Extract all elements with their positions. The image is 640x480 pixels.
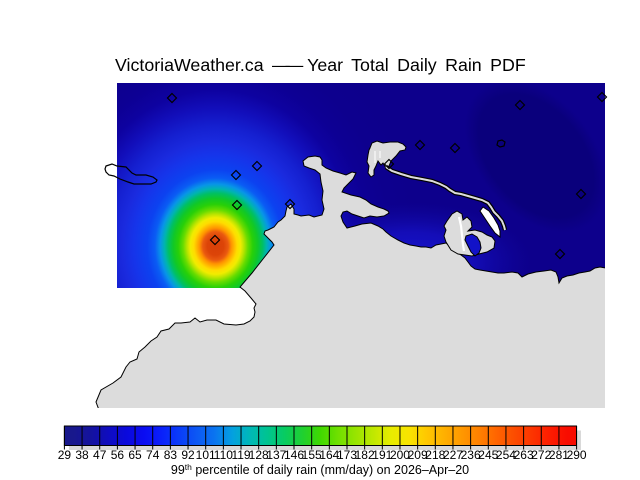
svg-text:182: 182 bbox=[355, 448, 375, 462]
svg-text:110: 110 bbox=[214, 448, 233, 462]
svg-text:101: 101 bbox=[196, 448, 216, 462]
svg-text:200: 200 bbox=[390, 448, 410, 462]
svg-text:99th percentile of daily rain: 99th percentile of daily rain (mm/day) o… bbox=[171, 462, 469, 477]
svg-text:47: 47 bbox=[93, 448, 107, 462]
svg-text:56: 56 bbox=[111, 448, 125, 462]
svg-text:227: 227 bbox=[443, 448, 463, 462]
svg-text:164: 164 bbox=[319, 448, 339, 462]
svg-text:74: 74 bbox=[146, 448, 160, 462]
svg-text:146: 146 bbox=[284, 448, 304, 462]
svg-text:272: 272 bbox=[531, 448, 551, 462]
svg-text:236: 236 bbox=[461, 448, 481, 462]
svg-text:218: 218 bbox=[425, 448, 445, 462]
svg-text:38: 38 bbox=[75, 448, 89, 462]
svg-text:281: 281 bbox=[549, 448, 569, 462]
svg-text:119: 119 bbox=[231, 448, 250, 462]
svg-text:128: 128 bbox=[249, 448, 269, 462]
svg-text:254: 254 bbox=[496, 448, 516, 462]
svg-text:290: 290 bbox=[567, 448, 587, 462]
svg-text:191: 191 bbox=[372, 448, 392, 462]
svg-text:263: 263 bbox=[514, 448, 534, 462]
svg-text:209: 209 bbox=[408, 448, 428, 462]
svg-text:245: 245 bbox=[478, 448, 498, 462]
svg-text:92: 92 bbox=[181, 448, 195, 462]
svg-text:VictoriaWeather.ca —— Year Tot: VictoriaWeather.ca —— Year Total Daily R… bbox=[115, 55, 526, 75]
svg-text:29: 29 bbox=[58, 448, 72, 462]
svg-text:83: 83 bbox=[164, 448, 178, 462]
svg-text:173: 173 bbox=[337, 448, 357, 462]
svg-text:155: 155 bbox=[302, 448, 322, 462]
svg-text:65: 65 bbox=[128, 448, 142, 462]
svg-text:137: 137 bbox=[266, 448, 286, 462]
